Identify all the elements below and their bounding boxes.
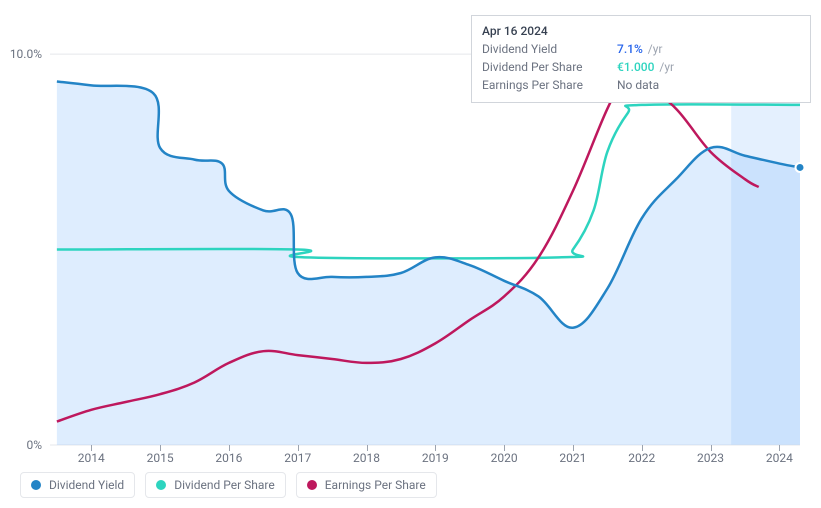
tooltip-row-label: Dividend Per Share — [482, 58, 617, 76]
x-axis-label: 2023 — [697, 451, 724, 465]
tooltip-row-label: Dividend Yield — [482, 40, 617, 58]
tooltip-rows: Dividend Yield7.1% /yrDividend Per Share… — [482, 40, 800, 94]
tooltip-row: Earnings Per ShareNo data — [482, 76, 800, 94]
tooltip-row-value: €1.000 /yr — [617, 58, 674, 76]
tooltip-row-label: Earnings Per Share — [482, 76, 617, 94]
legend-item[interactable]: Dividend Yield — [20, 472, 135, 498]
legend-dot-icon — [31, 480, 41, 490]
x-axis-label: 2021 — [559, 451, 586, 465]
tooltip-row-value: 7.1% /yr — [617, 40, 662, 58]
x-axis-label: 2018 — [353, 451, 380, 465]
x-axis-label: 2020 — [491, 451, 518, 465]
x-axis-label: 2017 — [284, 451, 311, 465]
tooltip-row-unit: /yr — [656, 60, 674, 74]
tooltip-row: Dividend Per Share€1.000 /yr — [482, 58, 800, 76]
legend-dot-icon — [307, 480, 317, 490]
x-axis-label: 2014 — [78, 451, 105, 465]
x-axis-label: 2015 — [147, 451, 174, 465]
y-axis-label: 0% — [26, 438, 42, 452]
tooltip-row-unit: /yr — [645, 42, 663, 56]
tooltip-row-value: No data — [617, 76, 659, 94]
x-axis-label: 2024 — [766, 451, 793, 465]
tooltip-box: Apr 16 2024 Dividend Yield7.1% /yrDivide… — [471, 15, 811, 103]
legend-item[interactable]: Dividend Per Share — [145, 472, 286, 498]
x-axis-label: 2016 — [215, 451, 242, 465]
legend-dot-icon — [156, 480, 166, 490]
x-axis-label: 2019 — [422, 451, 449, 465]
legend-item[interactable]: Earnings Per Share — [296, 472, 437, 498]
legend: Dividend Yield Dividend Per Share Earnings… — [20, 472, 437, 498]
tooltip-row: Dividend Yield7.1% /yr — [482, 40, 800, 58]
legend-label: Earnings Per Share — [325, 478, 426, 492]
legend-label: Dividend Per Share — [174, 478, 275, 492]
x-axis-label: 2022 — [628, 451, 655, 465]
y-axis-label: 10.0% — [10, 47, 42, 61]
legend-label: Dividend Yield — [49, 478, 124, 492]
tooltip-date: Apr 16 2024 — [482, 24, 800, 38]
